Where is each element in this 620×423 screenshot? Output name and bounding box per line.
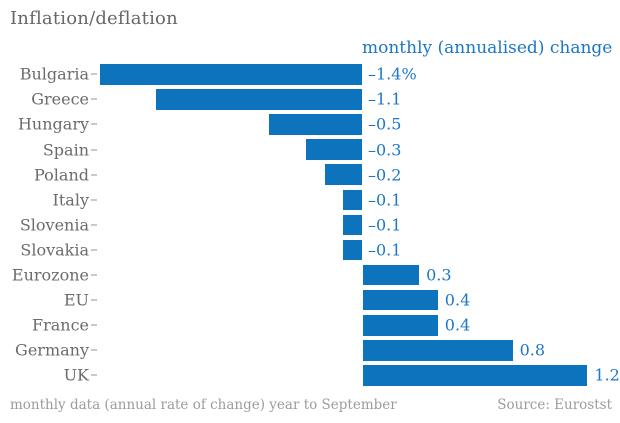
value-label: –1.4%	[368, 64, 417, 84]
category-label: Slovakia	[20, 240, 89, 260]
bar-row: Greece –1.1	[0, 87, 620, 112]
axis-tick	[91, 198, 97, 201]
bar-row: Italy –0.1	[0, 187, 620, 212]
category-label: Poland	[34, 165, 89, 185]
bar	[363, 365, 588, 386]
value-label: 0.8	[519, 340, 546, 360]
category-label: Spain	[42, 140, 89, 160]
bar	[363, 264, 420, 286]
axis-tick	[91, 349, 97, 352]
bar	[363, 340, 513, 361]
category-label: Bulgaria	[19, 64, 89, 84]
value-label: 0.3	[426, 265, 452, 285]
bar	[324, 164, 362, 185]
bar-row: Slovakia –0.1	[0, 237, 620, 262]
chart-title: Inflation/deflation	[10, 8, 178, 29]
value-label: –0.1	[368, 190, 402, 210]
axis-tick	[91, 148, 97, 151]
axis-tick	[91, 223, 97, 226]
source-credit: Source: Eurostst	[497, 397, 612, 413]
category-label: Slovenia	[19, 215, 89, 235]
axis-tick	[91, 173, 97, 176]
category-label: France	[31, 315, 89, 335]
value-label: –0.1	[368, 215, 402, 235]
axis-tick	[91, 123, 97, 126]
category-label: Hungary	[17, 114, 89, 134]
bar-row: France 0.4	[0, 313, 620, 338]
value-label: 0.4	[444, 290, 471, 310]
category-label: Germany	[15, 340, 89, 360]
bar	[343, 189, 362, 210]
axis-tick	[91, 374, 97, 377]
value-label: –0.3	[368, 140, 402, 160]
axis-tick	[91, 98, 97, 101]
category-label: EU	[63, 290, 89, 310]
axis-tick	[91, 274, 97, 277]
bar-row: Poland –0.2	[0, 162, 620, 187]
category-label: Italy	[52, 190, 89, 210]
axis-tick	[91, 248, 97, 251]
category-label: UK	[63, 365, 89, 385]
bar	[363, 289, 438, 311]
value-label: –0.1	[368, 240, 402, 260]
bar	[305, 139, 362, 160]
bar	[100, 64, 362, 85]
chart-footnote: monthly data (annual rate of change) yea…	[10, 397, 397, 413]
axis-tick	[91, 73, 97, 76]
axis-tick	[91, 299, 97, 302]
series-label: monthly (annualised) change	[362, 38, 613, 58]
value-label: 1.2	[594, 365, 620, 385]
bar-row: Germany 0.8	[0, 338, 620, 363]
axis-tick	[91, 324, 97, 327]
value-label: 0.4	[444, 315, 471, 335]
bar	[363, 315, 438, 336]
value-label: –0.5	[368, 114, 402, 134]
bar	[343, 214, 362, 236]
bar-row: UK 1.2	[0, 363, 620, 388]
value-label: –1.1	[368, 89, 402, 109]
value-label: –0.2	[368, 165, 402, 185]
bar	[156, 89, 362, 110]
bar-row: Spain –0.3	[0, 137, 620, 162]
category-label: Greece	[31, 89, 89, 109]
bar-row: Hungary –0.5	[0, 112, 620, 137]
category-label: Eurozone	[11, 265, 89, 285]
bar	[268, 114, 362, 135]
bar-row: Bulgaria –1.4%	[0, 62, 620, 87]
bar-row: Eurozone 0.3	[0, 263, 620, 288]
bar-row: EU 0.4	[0, 288, 620, 313]
bar-row: Slovenia –0.1	[0, 212, 620, 237]
bar	[343, 239, 362, 261]
